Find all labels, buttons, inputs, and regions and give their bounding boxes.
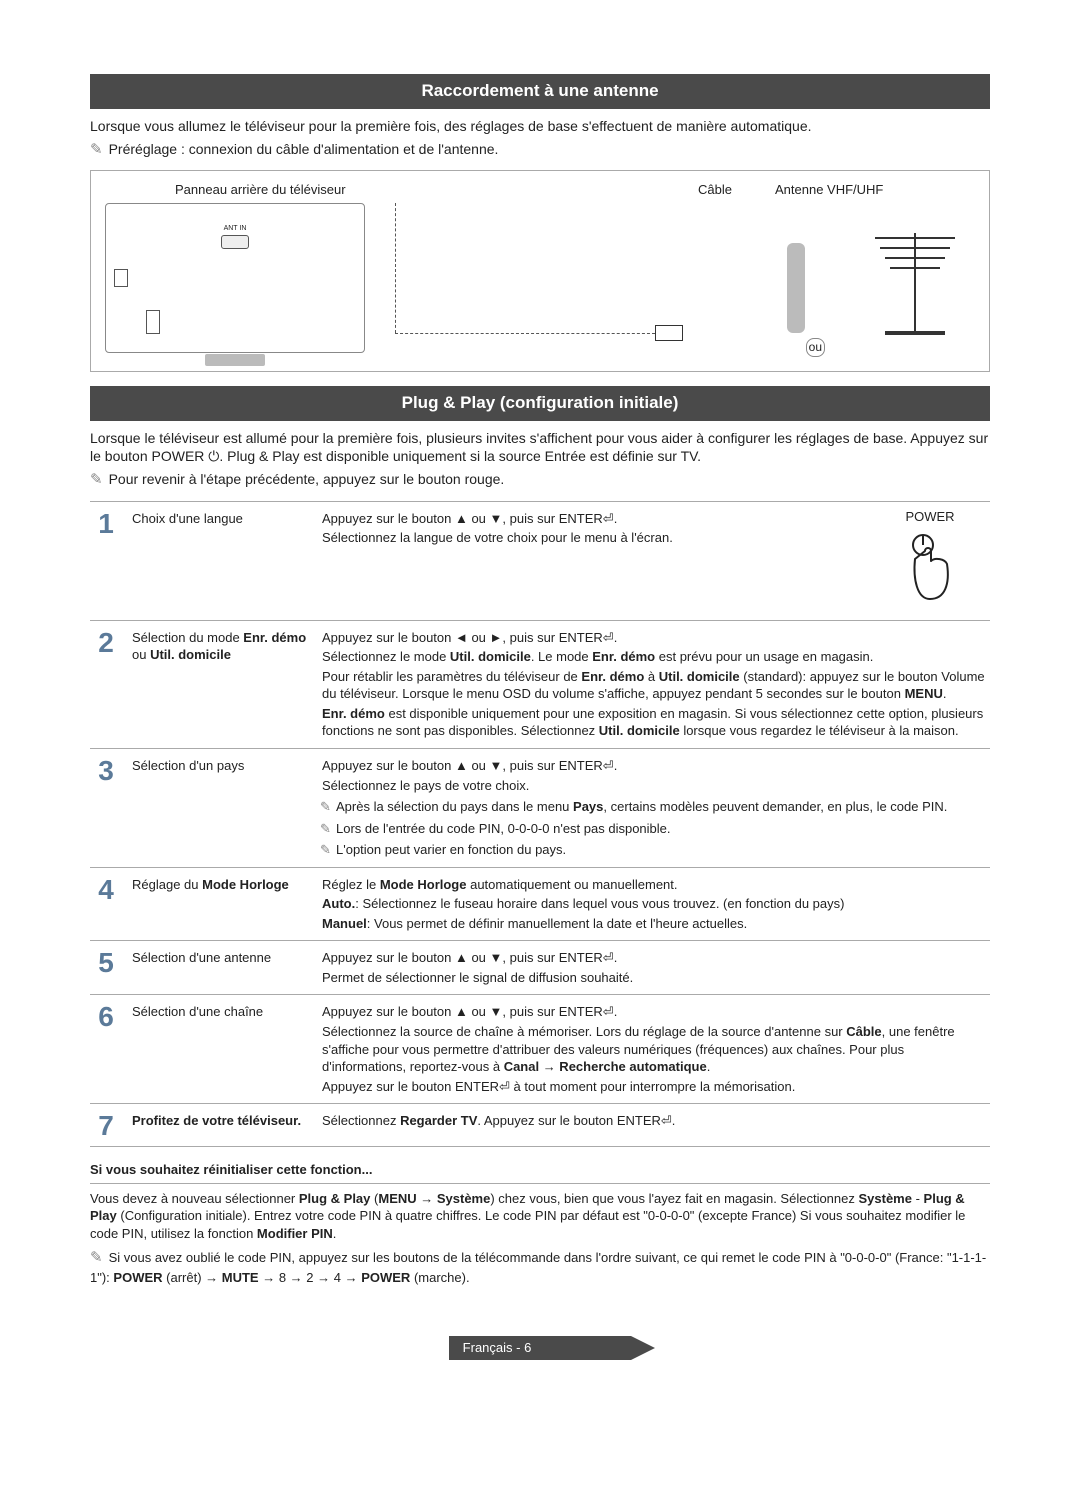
step-body-line: Appuyez sur le bouton ENTER⏎ à tout mome…: [322, 1078, 990, 1096]
coax-cable: [787, 243, 805, 333]
step-row-4: 4Réglage du Mode Horloge Réglez le Mode H…: [90, 867, 990, 941]
ant-in-label: ANT IN: [224, 225, 247, 232]
step-body-line: Sélectionnez la langue de votre choix po…: [322, 529, 860, 547]
step-num: 5: [90, 947, 122, 988]
step-num: 3: [90, 755, 122, 861]
ant-in-port: ANT IN: [221, 224, 249, 249]
step-row-1: 1Choix d'une langue Appuyez sur le bouton…: [90, 501, 990, 620]
page-number-badge: Français - 6: [449, 1336, 632, 1360]
reset-title: Si vous souhaitez réinitialiser cette fo…: [90, 1161, 990, 1179]
step-row-6: 6Sélection d'une chaîne Appuyez sur le bo…: [90, 994, 990, 1103]
step-body: Appuyez sur le bouton ▲ ou ▼, puis sur E…: [322, 755, 990, 861]
plugplay-intro: Lorsque le téléviseur est allumé pour la…: [90, 429, 990, 467]
step-num: 6: [90, 1001, 122, 1097]
or-badge: ou: [806, 338, 825, 356]
step-body: Réglez le Mode Horloge automatiquement o…: [322, 874, 990, 935]
step-body-line: Appuyez sur le bouton ▲ ou ▼, puis sur E…: [322, 1003, 990, 1021]
power-label: POWER: [870, 508, 990, 526]
step-body-line: Sélectionnez le mode Util. domicile. Le …: [322, 648, 990, 666]
step-body: Appuyez sur le bouton ▲ ou ▼, puis sur E…: [322, 508, 860, 614]
step-body-line: Réglez le Mode Horloge automatiquement o…: [322, 876, 990, 894]
step-body-line: Manuel: Vous permet de définir manuellem…: [322, 915, 990, 933]
reset-para: Vous devez à nouveau sélectionner Plug &…: [90, 1190, 990, 1243]
label-rear: Panneau arrière du téléviseur: [105, 181, 655, 199]
antenna-diagram: Panneau arrière du téléviseur Câble Ante…: [90, 170, 990, 372]
step-subnote: L'option peut varier en fonction du pays…: [336, 841, 990, 859]
reset-note: Si vous avez oublié le code PIN, appuyez…: [90, 1248, 990, 1286]
step-num: 7: [90, 1110, 122, 1140]
step-label: Profitez de votre téléviseur.: [132, 1110, 312, 1140]
steps-table: 1Choix d'une langue Appuyez sur le bouton…: [90, 501, 990, 1148]
step-body: Appuyez sur le bouton ▲ ou ▼, puis sur E…: [322, 947, 990, 988]
step-num: 2: [90, 627, 122, 742]
step-row-2: 2Sélection du mode Enr. démo ou Util. do…: [90, 620, 990, 748]
step-body: Appuyez sur le bouton ▲ ou ▼, puis sur E…: [322, 1001, 990, 1097]
antenna-icon: [855, 213, 975, 343]
step-subnote: Lors de l'entrée du code PIN, 0-0-0-0 n'…: [336, 820, 990, 838]
antenna-note: Préréglage : connexion du câble d'alimen…: [90, 140, 990, 160]
plug-icon: [655, 325, 683, 341]
step-body-line: Pour rétablir les paramètres du télévise…: [322, 668, 990, 703]
reset-block: Si vous souhaitez réinitialiser cette fo…: [90, 1161, 990, 1286]
cable-drawing: ou: [385, 203, 845, 353]
step-body-line: Sélectionnez le pays de votre choix.: [322, 777, 990, 795]
step-label: Sélection d'une antenne: [132, 947, 312, 988]
section-antenna-header: Raccordement à une antenne: [90, 74, 990, 109]
step-body-line: Enr. démo est disponible uniquement pour…: [322, 705, 990, 740]
side-port-1: [114, 269, 128, 287]
step-body-line: Sélectionnez la source de chaîne à mémor…: [322, 1023, 990, 1076]
step-label: Sélection d'un pays: [132, 755, 312, 861]
side-port-2: [146, 310, 160, 334]
step-body-line: Permet de sélectionner le signal de diff…: [322, 969, 990, 987]
step-body-line: Appuyez sur le bouton ▲ ou ▼, puis sur E…: [322, 510, 860, 528]
label-cable: Câble: [655, 181, 775, 199]
step-body: Appuyez sur le bouton ◄ ou ►, puis sur E…: [322, 627, 990, 742]
plugplay-note: Pour revenir à l'étape précédente, appuy…: [90, 470, 990, 490]
step-num: 4: [90, 874, 122, 935]
power-column: POWER: [870, 508, 990, 614]
step-subnote: Après la sélection du pays dans le menu …: [336, 798, 990, 816]
step-row-3: 3Sélection d'un pays Appuyez sur le bouto…: [90, 748, 990, 867]
step-body-line: Sélectionnez Regarder TV. Appuyez sur le…: [322, 1112, 990, 1130]
step-row-7: 7 Profitez de votre téléviseur. Sélectionn…: [90, 1103, 990, 1147]
page-footer: Français - 6: [90, 1336, 990, 1360]
step-body: Sélectionnez Regarder TV. Appuyez sur le…: [322, 1110, 990, 1140]
step-num: 1: [90, 508, 122, 614]
step-row-5: 5Sélection d'une antenne Appuyez sur le b…: [90, 940, 990, 994]
tv-rear-panel: ANT IN: [105, 203, 365, 353]
section-plugplay-header: Plug & Play (configuration initiale): [90, 386, 990, 421]
step-label: Choix d'une langue: [132, 508, 312, 614]
step-body-line: Appuyez sur le bouton ▲ ou ▼, puis sur E…: [322, 949, 990, 967]
step-body-line: Appuyez sur le bouton ◄ ou ►, puis sur E…: [322, 629, 990, 647]
power-hand-icon: [895, 529, 965, 609]
step-label: Sélection d'une chaîne: [132, 1001, 312, 1097]
step-label: Réglage du Mode Horloge: [132, 874, 312, 935]
step-body-line: Appuyez sur le bouton ▲ ou ▼, puis sur E…: [322, 757, 990, 775]
step-label: Sélection du mode Enr. démo ou Util. dom…: [132, 627, 312, 742]
label-antenna: Antenne VHF/UHF: [775, 181, 975, 199]
antenna-intro: Lorsque vous allumez le téléviseur pour …: [90, 117, 990, 136]
step-body-line: Auto.: Sélectionnez le fuseau horaire da…: [322, 895, 990, 913]
